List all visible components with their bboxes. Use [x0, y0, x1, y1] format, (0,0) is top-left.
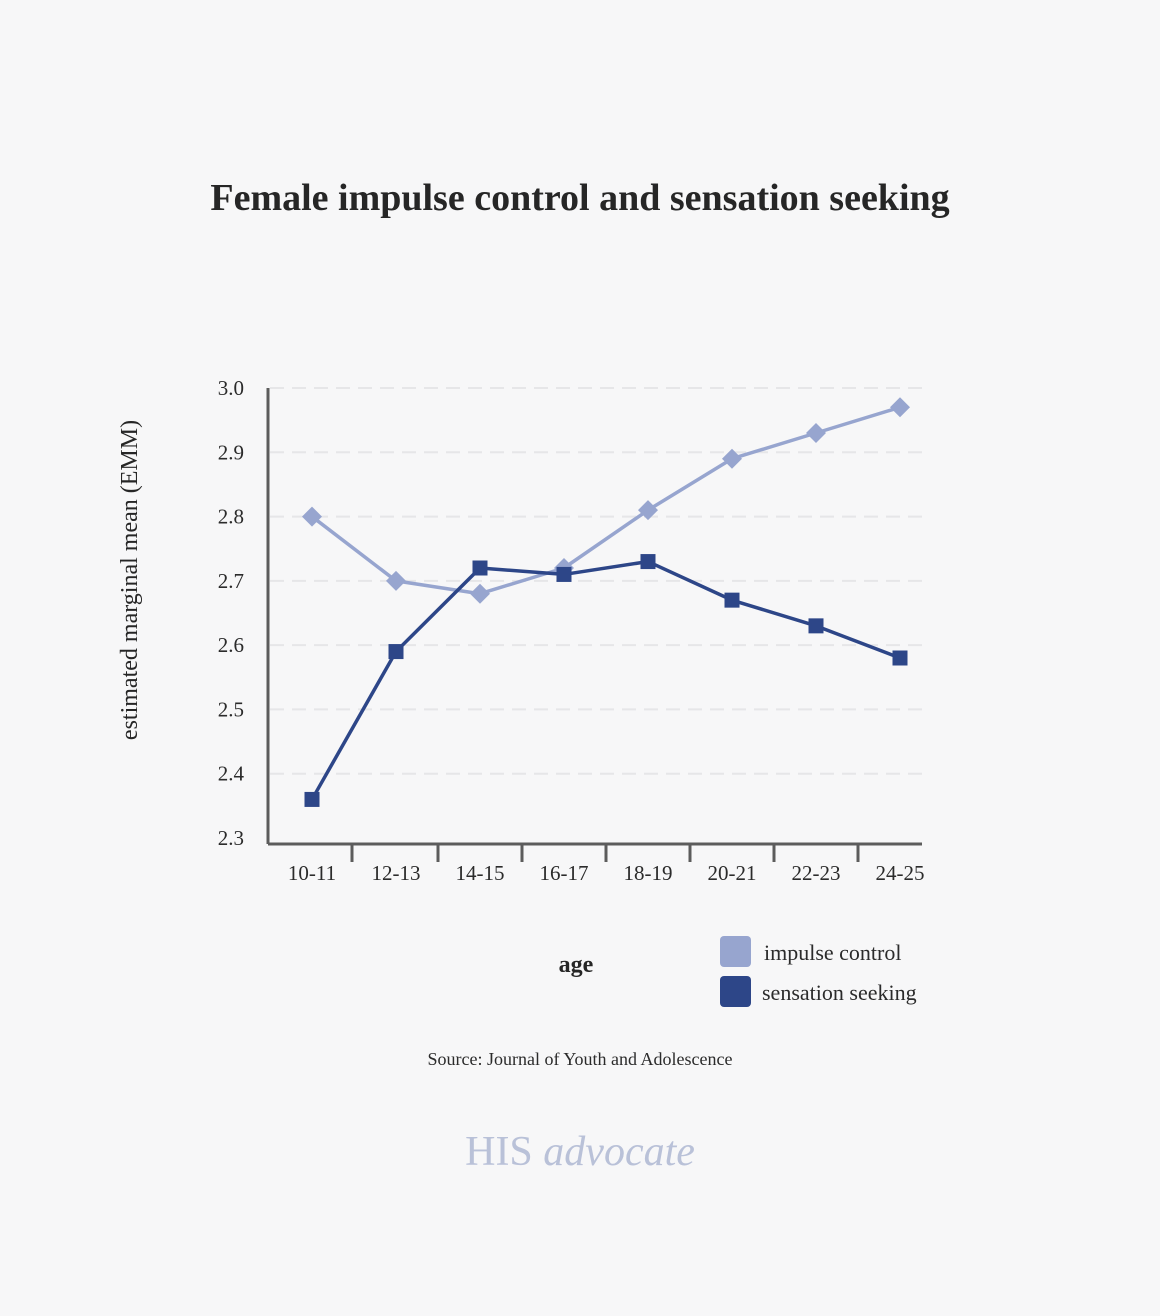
data-point: [892, 650, 908, 666]
data-point: [472, 560, 488, 576]
y-tick-label: 3.0: [218, 376, 244, 400]
x-tick-label: 20-21: [708, 861, 757, 885]
x-tick-label: 12-13: [372, 861, 421, 885]
data-point: [638, 500, 658, 521]
y-tick-label: 2.7: [218, 569, 244, 593]
brand-logo: HIS advocate: [0, 1128, 1160, 1176]
data-series: [302, 397, 910, 807]
y-tick-label: 2.6: [218, 633, 244, 657]
source-note: Source: Journal of Youth and Adolescence: [427, 1049, 733, 1069]
data-point: [556, 566, 572, 582]
legend-swatch: [720, 936, 751, 967]
data-point: [304, 791, 320, 807]
x-tick-label: 10-11: [288, 861, 336, 885]
y-tick-labels: 3.0 2.9 2.8 2.7 2.6 2.5 2.4 2.3: [218, 376, 245, 850]
brand-main: HIS: [465, 1129, 533, 1175]
x-tick-label: 22-23: [792, 861, 841, 885]
legend-label: impulse control: [764, 940, 901, 965]
legend-label: sensation seeking: [762, 980, 917, 1005]
x-axis-title: age: [559, 952, 594, 978]
data-point: [722, 448, 742, 469]
data-point: [470, 583, 490, 604]
data-point: [808, 618, 824, 634]
data-point: [890, 397, 910, 418]
data-point: [386, 570, 406, 591]
legend-swatch: [720, 976, 751, 1007]
series-line: [310, 405, 901, 596]
x-tick-labels: 10-11 12-13 14-15 16-17 18-19 20-21 22-23 24-25: [288, 861, 925, 885]
axes: [266, 388, 922, 862]
gridlines: [270, 387, 922, 775]
y-tick-label: 2.8: [218, 505, 244, 529]
y-tick-label: 2.4: [218, 762, 245, 786]
data-point: [388, 644, 404, 660]
data-point: [806, 423, 826, 443]
data-point: [640, 554, 656, 570]
legend: impulse control sensation seeking: [720, 936, 917, 1007]
data-point: [302, 506, 322, 527]
brand-italic: advocate: [543, 1129, 695, 1175]
data-point: [724, 592, 740, 608]
x-tick-label: 14-15: [456, 861, 505, 885]
x-tick-label: 18-19: [624, 861, 673, 885]
series-sensation-seeking: [304, 554, 908, 807]
y-axis-title: estimated marginal mean (EMM): [117, 420, 143, 740]
series-impulse-control: [302, 397, 910, 604]
y-tick-label: 2.9: [218, 440, 244, 464]
series-line: [310, 559, 901, 801]
y-tick-label: 2.3: [218, 826, 244, 850]
chart-title: Female impulse control and sensation see…: [210, 177, 950, 219]
x-tick-label: 16-17: [540, 861, 589, 885]
y-tick-label: 2.5: [218, 697, 244, 721]
x-tick-label: 24-25: [876, 861, 925, 885]
